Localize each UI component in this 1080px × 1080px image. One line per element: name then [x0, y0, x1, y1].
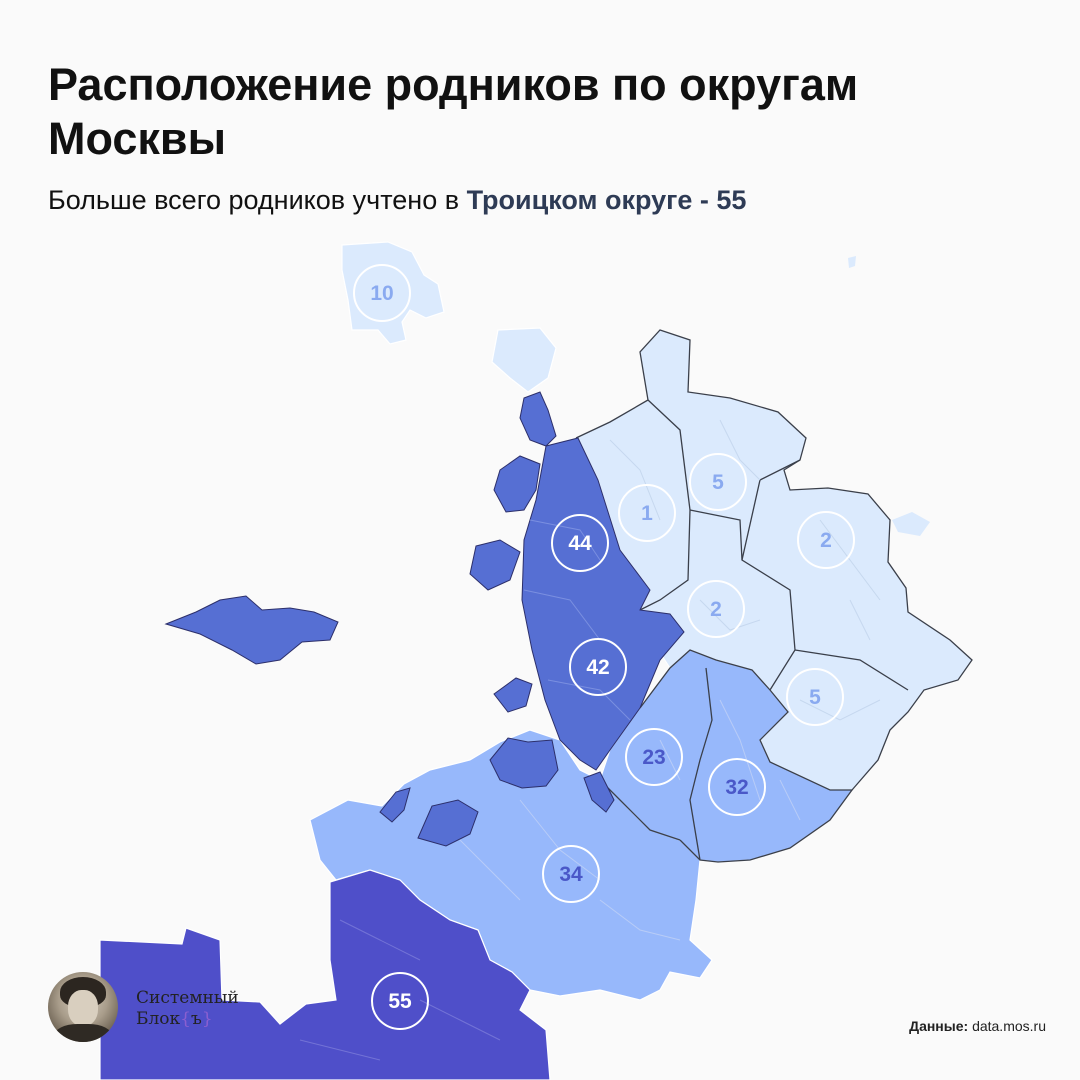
subtitle-highlight: Троицком округе - 55 — [466, 185, 747, 215]
district-badge-troitsky: 55 — [371, 972, 429, 1030]
svg-text:32: 32 — [725, 776, 748, 799]
district-badge-zapadny-yugo: 42 — [569, 638, 627, 696]
avatar — [48, 972, 118, 1042]
svg-text:34: 34 — [559, 863, 583, 886]
district-badge-novomoskovsky: 34 — [542, 845, 600, 903]
district-badge-zapadny: 44 — [551, 514, 609, 572]
svg-text:42: 42 — [586, 656, 609, 679]
svg-text:23: 23 — [642, 746, 665, 769]
district-badge-vostochny: 5 — [786, 668, 844, 726]
page-subtitle: Больше всего родников учтено в Троицком … — [48, 182, 746, 218]
district-zelenogradsky-shape — [341, 241, 445, 345]
svg-text:2: 2 — [820, 529, 832, 552]
district-badge-severo-vostochny: 2 — [797, 511, 855, 569]
brand-logo: Системный Блок{ъ} — [48, 972, 278, 1044]
district-badge-yugo-zapadny: 23 — [625, 728, 683, 786]
svg-text:1: 1 — [641, 502, 653, 525]
subtitle-text: Больше всего родников учтено в — [48, 185, 467, 215]
svg-text:10: 10 — [370, 282, 393, 305]
district-badge-zelenogradsky: 10 — [353, 264, 411, 322]
district-badge-yuzhny: 32 — [708, 758, 766, 816]
brand-name: Системный Блок{ъ} — [136, 988, 239, 1030]
brand-line-1: Системный — [136, 988, 239, 1008]
district-zapadny-exclave-shape — [493, 455, 541, 513]
svg-text:2: 2 — [710, 598, 722, 621]
district-badge-tsentralny: 2 — [687, 580, 745, 638]
svg-text:5: 5 — [712, 471, 724, 494]
data-source-value: data.mos.ru — [972, 1018, 1046, 1034]
district-badge-severo-zapadny: 1 — [618, 484, 676, 542]
page-title: Расположение родников по округам Москвы — [48, 59, 859, 164]
district-troitsky-shape — [99, 869, 551, 1080]
district-badge-severny: 5 — [689, 453, 747, 511]
svg-text:55: 55 — [388, 990, 412, 1013]
svg-text:5: 5 — [809, 686, 821, 709]
brand-line-2: Блок{ъ} — [136, 1009, 213, 1029]
svg-text:44: 44 — [568, 532, 592, 555]
data-source-label: Данные: — [909, 1018, 969, 1034]
district-severny-exclave-shape — [491, 327, 557, 393]
data-source: Данные: data.mos.ru — [909, 1018, 1046, 1034]
